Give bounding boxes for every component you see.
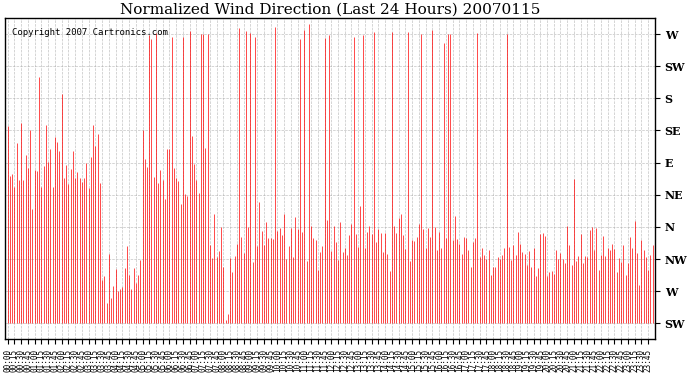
Text: Copyright 2007 Cartronics.com: Copyright 2007 Cartronics.com bbox=[12, 28, 168, 37]
Title: Normalized Wind Direction (Last 24 Hours) 20070115: Normalized Wind Direction (Last 24 Hours… bbox=[120, 3, 540, 17]
